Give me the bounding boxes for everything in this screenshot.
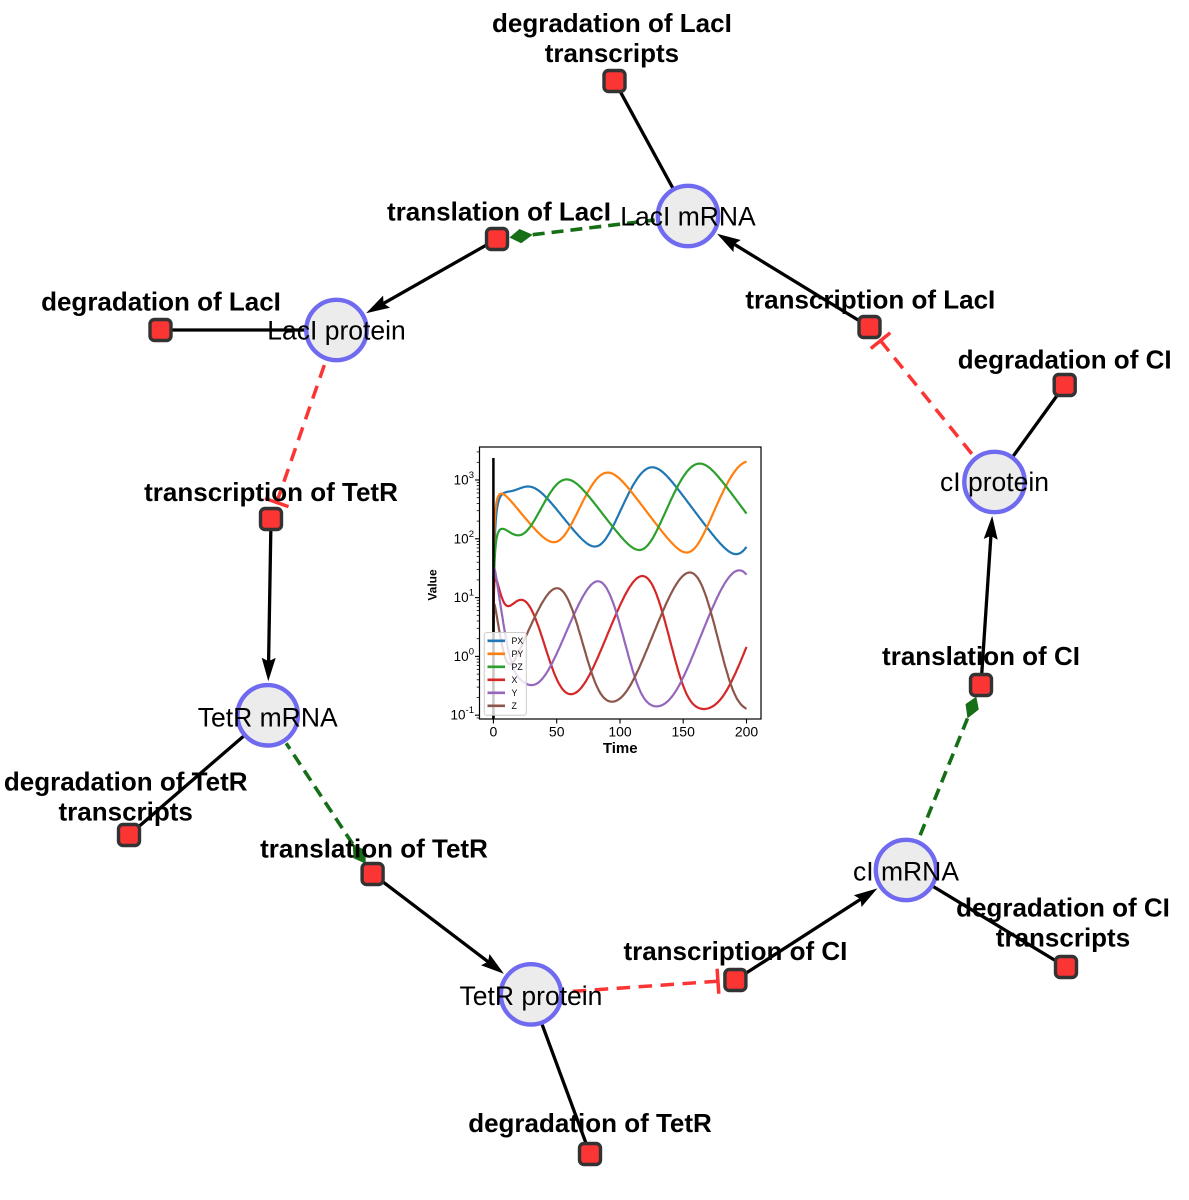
svg-text:TetR mRNA: TetR mRNA <box>198 702 338 732</box>
svg-text:translation of CI: translation of CI <box>882 641 1080 671</box>
svg-text:Y: Y <box>512 688 518 698</box>
svg-text:50: 50 <box>549 724 565 740</box>
svg-text:transcripts: transcripts <box>996 923 1130 953</box>
svg-text:degradation of CI: degradation of CI <box>958 344 1172 374</box>
svg-text:translation of LacI: translation of LacI <box>387 197 611 227</box>
svg-text:PY: PY <box>512 649 524 659</box>
svg-text:Time: Time <box>603 740 638 757</box>
svg-text:translation of TetR: translation of TetR <box>260 834 488 864</box>
svg-text:cI mRNA: cI mRNA <box>853 857 959 887</box>
svg-text:cI protein: cI protein <box>940 467 1049 497</box>
svg-text:LacI protein: LacI protein <box>267 316 405 346</box>
svg-text:Z: Z <box>512 701 518 711</box>
svg-text:degradation of CI: degradation of CI <box>956 893 1170 923</box>
svg-text:X: X <box>512 675 518 685</box>
svg-text:150: 150 <box>672 724 696 740</box>
svg-text:degradation of TetR: degradation of TetR <box>4 767 248 797</box>
svg-text:PX: PX <box>512 636 524 646</box>
svg-text:degradation of LacI: degradation of LacI <box>492 8 732 38</box>
svg-text:200: 200 <box>735 724 759 740</box>
svg-text:transcription of CI: transcription of CI <box>623 936 847 966</box>
svg-text:PZ: PZ <box>512 662 524 672</box>
svg-text:TetR protein: TetR protein <box>460 981 603 1011</box>
svg-text:transcription of TetR: transcription of TetR <box>144 477 398 507</box>
svg-text:100: 100 <box>608 724 632 740</box>
svg-text:LacI mRNA: LacI mRNA <box>620 201 756 231</box>
svg-text:degradation of LacI: degradation of LacI <box>41 286 281 316</box>
svg-text:Value: Value <box>426 569 440 601</box>
svg-text:transcription of LacI: transcription of LacI <box>745 284 995 314</box>
svg-text:transcripts: transcripts <box>545 38 679 68</box>
svg-text:degradation of TetR: degradation of TetR <box>468 1108 712 1138</box>
svg-text:0: 0 <box>490 724 498 740</box>
svg-text:transcripts: transcripts <box>59 796 193 826</box>
